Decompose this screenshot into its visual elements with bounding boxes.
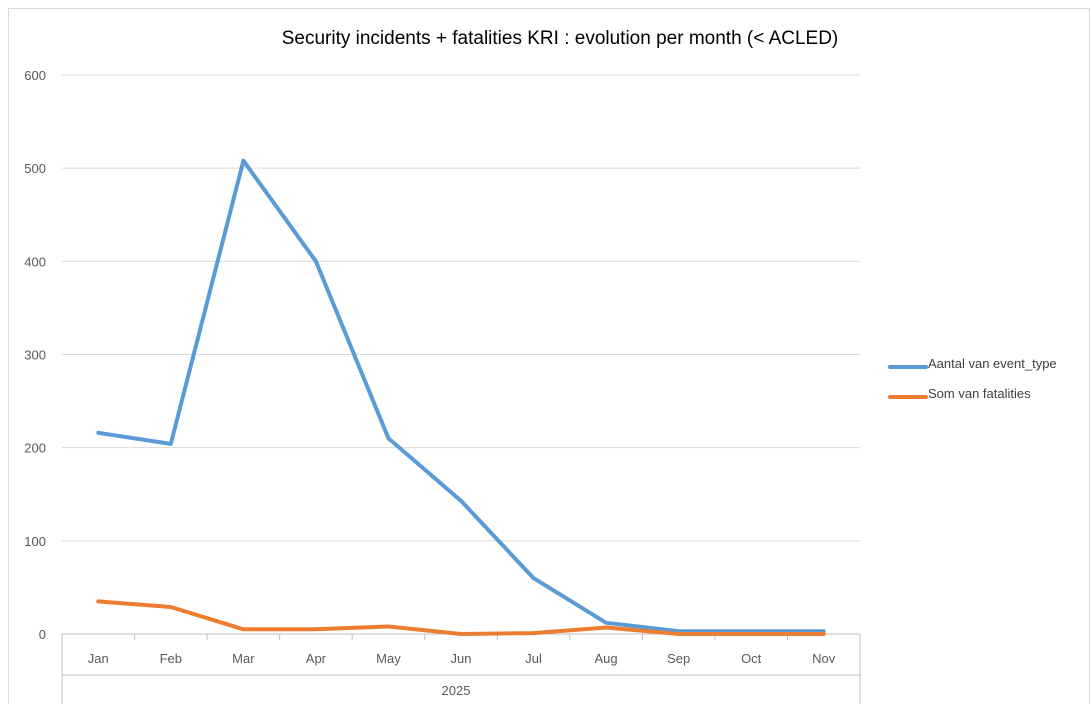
y-tick-label: 300: [24, 348, 46, 363]
legend-swatch-event-type: [888, 365, 928, 369]
x-tick-label: Mar: [232, 651, 255, 666]
x-tick-label: Oct: [741, 651, 762, 666]
x-tick-label: Feb: [160, 651, 182, 666]
chart-title: Security incidents + fatalities KRI : ev…: [281, 28, 839, 49]
x-tick-label: Jul: [525, 651, 542, 666]
y-tick-label: 0: [39, 627, 46, 642]
x-tick-label: Apr: [306, 651, 327, 666]
y-tick-label: 500: [24, 161, 46, 176]
x-tick-label: Aug: [595, 651, 618, 666]
x-group-label: 2025: [442, 683, 471, 698]
x-tick-label: Jan: [88, 651, 109, 666]
chart-frame: [8, 8, 1090, 704]
x-tick-label: May: [376, 651, 401, 666]
y-tick-label: 400: [24, 254, 46, 269]
legend-label-fatalities: Som van fatalities: [928, 386, 1031, 401]
legend-swatch-fatalities: [888, 395, 928, 399]
y-tick-label: 600: [24, 68, 46, 83]
x-tick-label: Sep: [667, 651, 690, 666]
series-line-1: [96, 599, 826, 636]
y-tick-label: 100: [24, 534, 46, 549]
x-tick-label: Jun: [451, 651, 472, 666]
y-tick-label: 200: [24, 441, 46, 456]
series-line-0: [96, 158, 826, 634]
x-tick-label: Nov: [812, 651, 836, 666]
legend-label-event-type: Aantal van event_type: [928, 356, 1057, 371]
